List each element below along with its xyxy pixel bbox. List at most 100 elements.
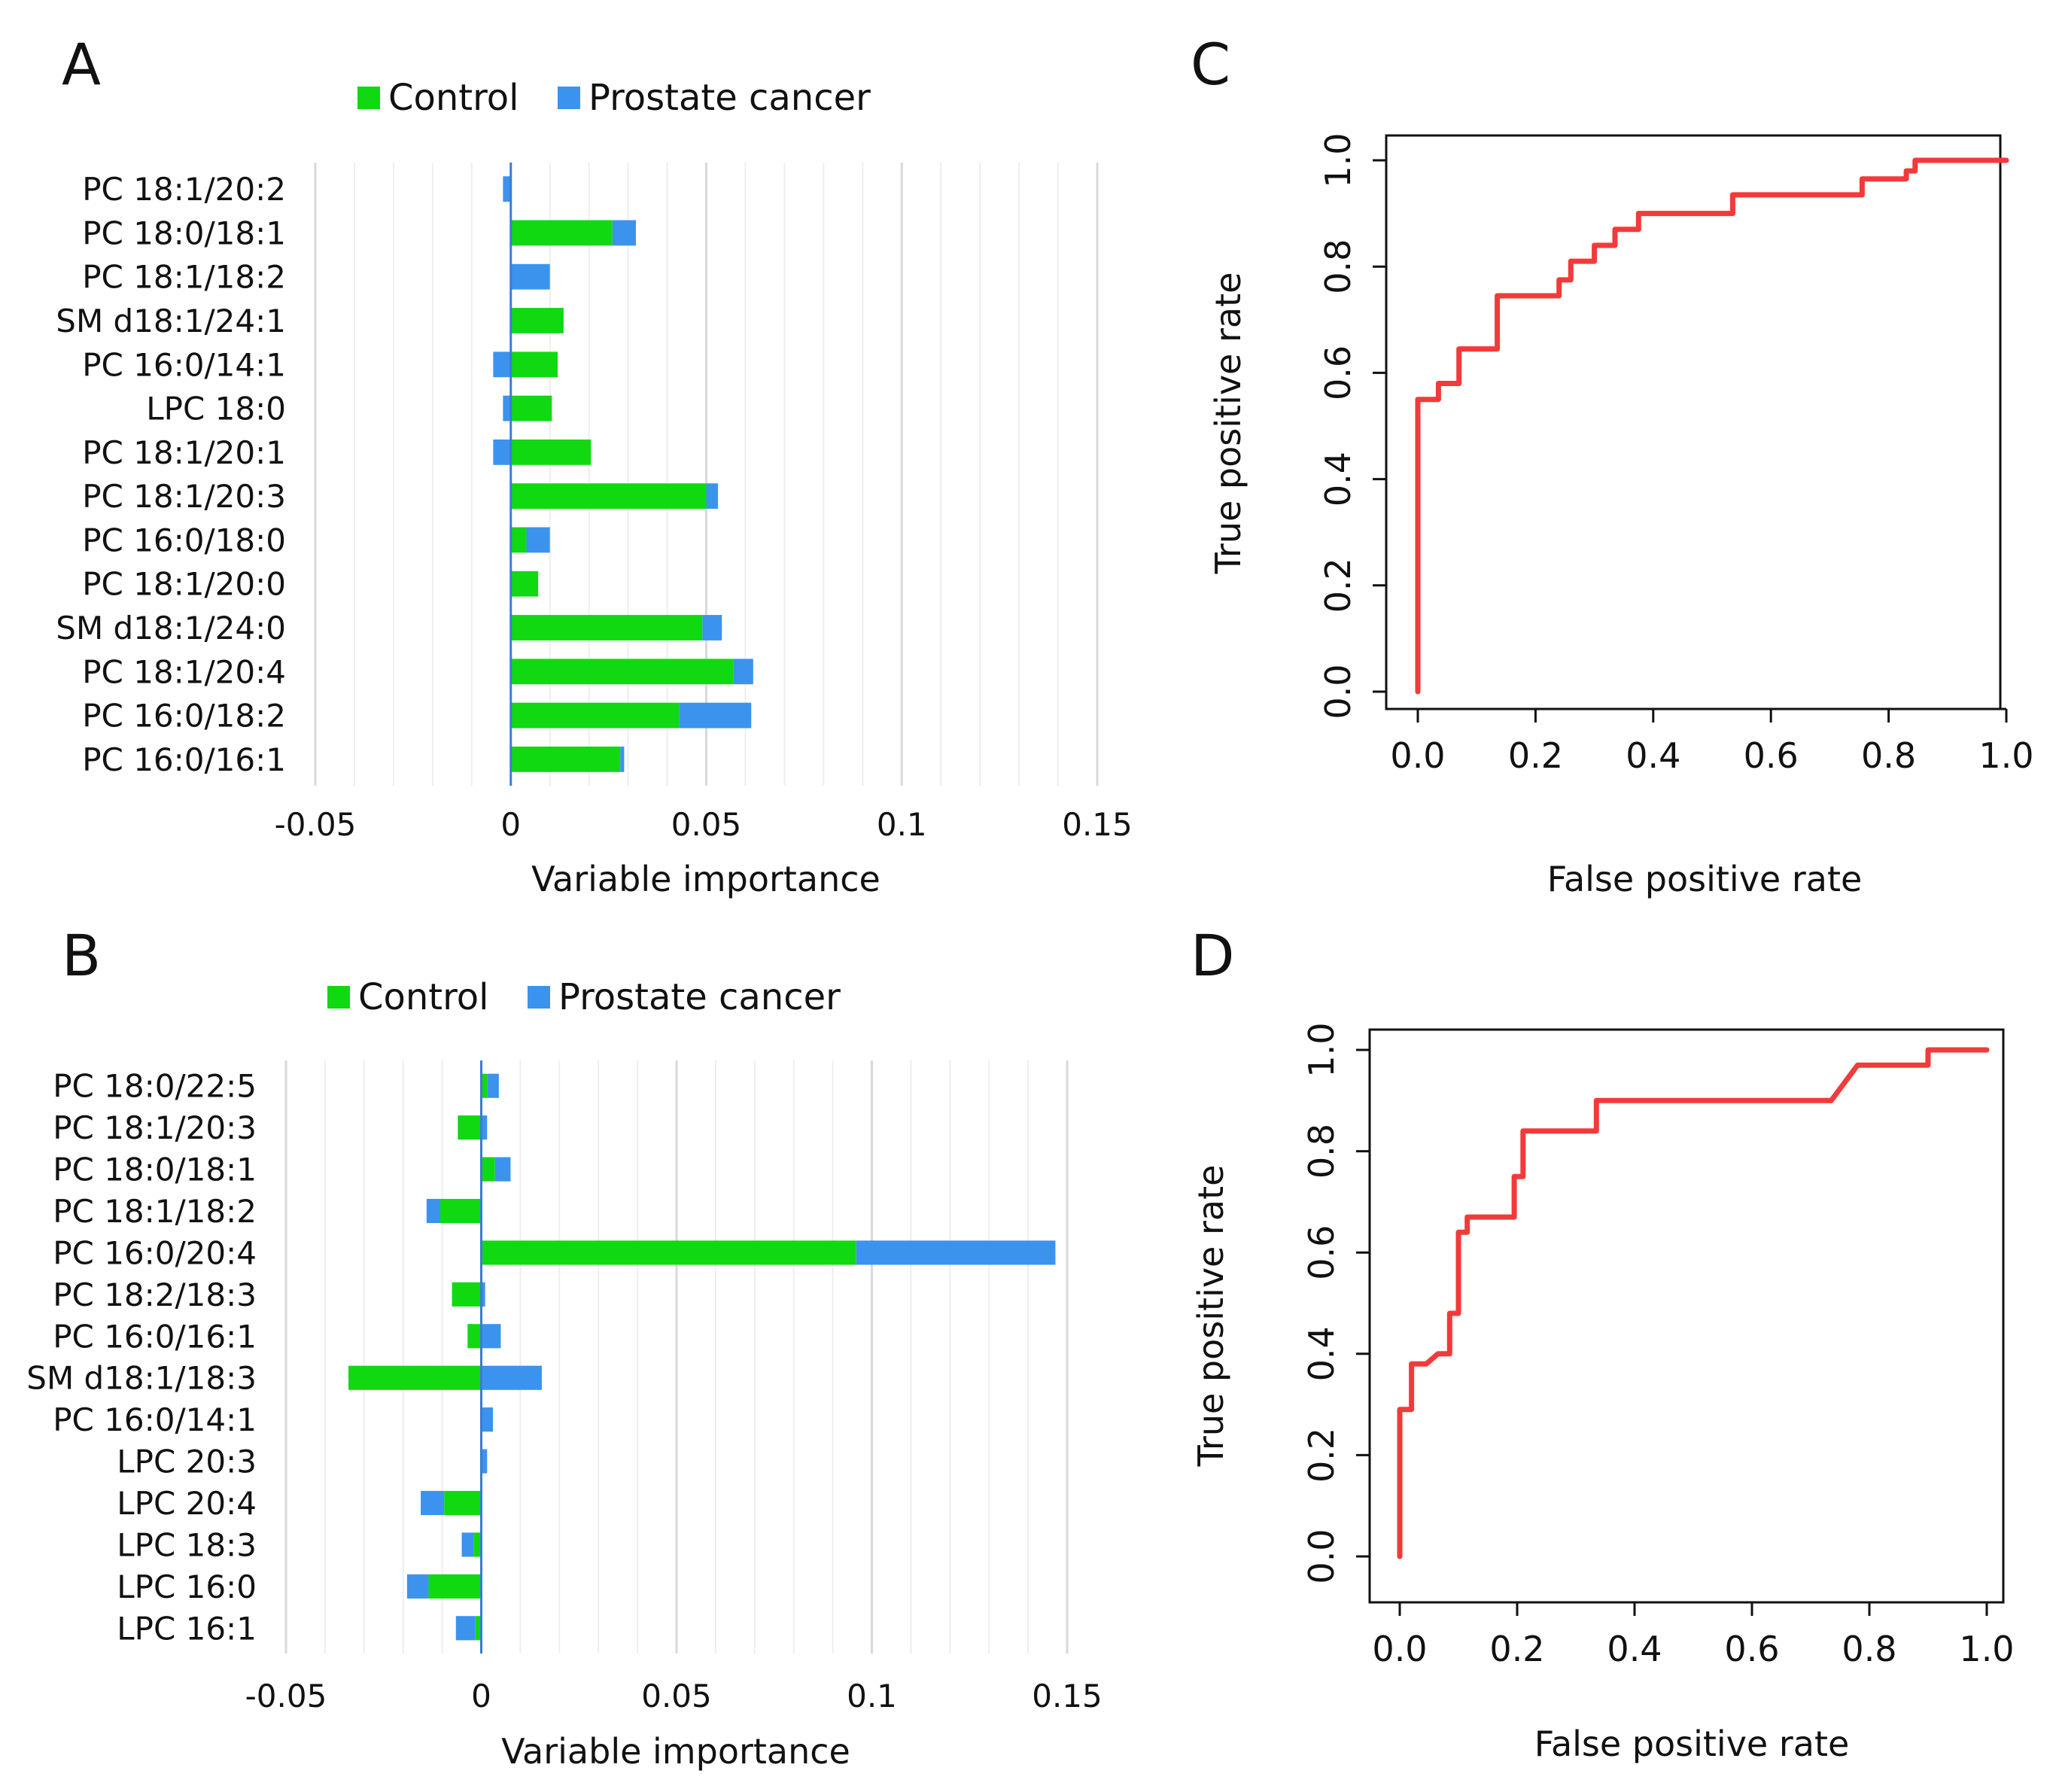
panel-b-bar-control-11 [473, 1532, 482, 1557]
panel-c-y-tick-label: 0.4 [1318, 452, 1358, 507]
panel-b-bar-control-12 [428, 1574, 482, 1599]
panel-b-category-label: LPC 20:3 [117, 1444, 257, 1480]
panel-c-x-tick-label: 0.6 [1744, 735, 1799, 776]
panel-c-y-tick-label: 1.0 [1318, 132, 1358, 187]
panel-b-bar-prostate-cancer-8 [481, 1407, 494, 1432]
panel-b-category-label: PC 18:1/20:3 [53, 1109, 257, 1146]
panel-d-x-tick-label: 0.0 [1372, 1629, 1427, 1669]
panel-b-x-axis-title: Variable importance [501, 1731, 850, 1772]
panel-c-x-tick-label: 0.0 [1390, 735, 1445, 776]
panel-b-category-label: PC 18:2/18:3 [53, 1276, 257, 1313]
panel-b-bar-prostate-cancer-6 [481, 1324, 501, 1349]
panel-c-x-tick-label: 0.4 [1626, 735, 1680, 776]
panel-b-bar-prostate-cancer-5 [481, 1282, 485, 1307]
panel-a-bar-control-10 [510, 615, 703, 640]
panel-b-bar-prostate-cancer-3 [426, 1198, 441, 1224]
panel-b-bar-prostate-cancer-11 [461, 1532, 474, 1557]
panel-a-bar-control-5 [510, 395, 552, 421]
panel-b-bar-control-1 [458, 1115, 482, 1140]
panel-a-category-label: PC 18:1/20:2 [82, 171, 286, 208]
panel-b-x-tick-label: 0 [471, 1678, 491, 1714]
panel-c-y-tick-label: 0.6 [1318, 345, 1358, 400]
panel-d-y-tick-label: 0.4 [1301, 1326, 1342, 1381]
panel-c-y-tick-label: 0.8 [1318, 239, 1358, 294]
panel-b-category-label: PC 18:0/22:5 [53, 1068, 257, 1105]
panel-a-bar-control-9 [510, 570, 539, 597]
panel-c-x-tick-label: 0.2 [1508, 735, 1563, 776]
panel-label-d: D [1191, 922, 1235, 989]
panel-c-plot-frame [1385, 134, 2002, 710]
panel-b-legend: Control Prostate cancer [327, 976, 841, 1018]
panel-a-bar-control-13 [510, 746, 621, 772]
panel-a-x-tick-label: 0.1 [877, 806, 927, 843]
panel-b-legend-control-label: Control [358, 976, 489, 1018]
panel-b-category-label: PC 16:0/20:4 [53, 1234, 257, 1271]
panel-a-bar-control-12 [510, 702, 680, 729]
panel-c-roc-chart: 0.0 0.2 0.4 0.6 0.8 1.0 0.0 0.2 0.4 0.6 0.8 1.0 Fal… [1208, 132, 2034, 899]
panel-b-category-label: LPC 16:1 [117, 1610, 257, 1647]
panel-d-roc-curve [1397, 1047, 1990, 1559]
panel-a-category-label: PC 18:1/20:4 [82, 653, 286, 690]
panel-b-category-label: LPC 16:0 [117, 1568, 257, 1605]
panel-a-bar-prostate-cancer-2 [510, 263, 550, 290]
panel-a-bar-prostate-cancer-11 [733, 659, 753, 685]
panel-b-bar-prostate-cancer-10 [421, 1490, 445, 1516]
panel-a-x-tick-label: 0 [500, 806, 521, 843]
panel-b-x-tick-label: 0.1 [847, 1678, 897, 1714]
panel-a-category-label: PC 16:0/16:1 [82, 741, 286, 778]
panel-a-bar-control-6 [510, 439, 592, 465]
panel-b-bar-prostate-cancer-4 [856, 1240, 1056, 1265]
panel-b-category-label: LPC 20:4 [117, 1485, 257, 1522]
panel-d-y-axis-title: True positive rate [1191, 1165, 1231, 1468]
panel-a-category-label: SM d18:1/24:0 [56, 610, 286, 647]
panel-d-y-tick-label: 1.0 [1301, 1022, 1342, 1077]
panel-b-bar-control-0 [481, 1073, 488, 1098]
panel-a-category-label: PC 16:0/14:1 [82, 346, 286, 383]
panel-c-y-tick-label: 0.2 [1318, 558, 1358, 613]
panel-b-category-label: LPC 18:3 [117, 1526, 257, 1563]
panel-b-x-tick-label: 0.05 [641, 1678, 712, 1714]
panel-d-roc-chart: 0.0 0.2 0.4 0.6 0.8 1.0 0.0 0.2 0.4 0.6 0.8 1.0 Fal… [1191, 1022, 2015, 1764]
panel-b-bar-control-10 [444, 1490, 482, 1516]
panel-a-x-tick-label: 0.05 [671, 806, 742, 843]
panel-d-y-tick-label: 0.2 [1301, 1428, 1342, 1483]
panel-label-b: B [62, 922, 101, 989]
panel-d-x-tick-label: 0.8 [1842, 1629, 1896, 1669]
panel-a-category-label: PC 16:0/18:0 [82, 522, 286, 558]
panel-b-category-label: PC 16:0/14:1 [53, 1401, 257, 1438]
panel-c-x-tick-label: 0.8 [1861, 735, 1916, 776]
panel-a-bar-prostate-cancer-8 [526, 527, 550, 553]
panel-a-bar-prostate-cancer-1 [612, 220, 636, 246]
panel-b-bar-prostate-cancer-0 [487, 1073, 499, 1098]
panel-a-category-label: PC 18:0/18:1 [82, 214, 286, 251]
panel-a-category-label: PC 16:0/18:2 [82, 698, 286, 735]
panel-b-category-label: PC 18:1/18:2 [53, 1193, 257, 1230]
panel-b-category-label: PC 16:0/16:1 [53, 1318, 257, 1355]
panel-a-legend-cancer-swatch [558, 87, 580, 109]
panel-c-y-tick-label: 0.0 [1318, 664, 1358, 719]
panel-b-x-tick-label: -0.05 [245, 1678, 327, 1714]
panel-a-bar-control-3 [510, 308, 564, 333]
panel-b-legend-cancer-swatch [528, 986, 550, 1009]
panel-b-bar-control-4 [481, 1240, 856, 1265]
panel-b-bar-prostate-cancer-13 [455, 1616, 476, 1641]
panel-a-x-tick-label: 0.15 [1062, 806, 1133, 843]
panel-a-category-label: PC 18:1/20:0 [82, 566, 286, 603]
panel-b-bar-control-2 [481, 1157, 495, 1182]
panel-a-bar-prostate-cancer-6 [493, 439, 511, 465]
panel-d-x-tick-label: 1.0 [1959, 1629, 2014, 1669]
panel-a-legend: Control Prostate cancer [357, 77, 871, 119]
panel-a-legend-control-label: Control [388, 77, 519, 119]
panel-a-x-axis-title: Variable importance [531, 859, 880, 899]
panel-d-x-tick-label: 0.2 [1489, 1629, 1544, 1669]
panel-b-bar-control-7 [348, 1365, 482, 1390]
panel-a-legend-control-swatch [357, 87, 380, 109]
panel-a-legend-cancer-label: Prostate cancer [589, 77, 871, 119]
panel-label-c: C [1191, 31, 1230, 98]
panel-a-bar-control-1 [510, 220, 613, 246]
panel-c-x-tick-label: 1.0 [1978, 735, 2033, 776]
panel-a-bar-prostate-cancer-12 [679, 702, 752, 729]
panel-a-category-label: PC 18:1/20:1 [82, 434, 286, 471]
panel-c-roc-curve [1415, 157, 2009, 695]
